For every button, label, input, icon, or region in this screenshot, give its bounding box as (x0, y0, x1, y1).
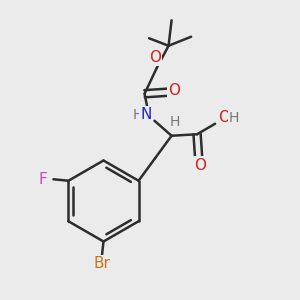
Text: H: H (133, 108, 143, 122)
Text: F: F (39, 172, 47, 187)
Text: O: O (169, 83, 181, 98)
Text: Br: Br (94, 256, 110, 272)
Text: H: H (169, 115, 180, 129)
Text: O: O (149, 50, 161, 65)
Text: O: O (218, 110, 230, 125)
Text: N: N (140, 107, 152, 122)
Text: H: H (229, 111, 239, 125)
Text: O: O (194, 158, 206, 173)
